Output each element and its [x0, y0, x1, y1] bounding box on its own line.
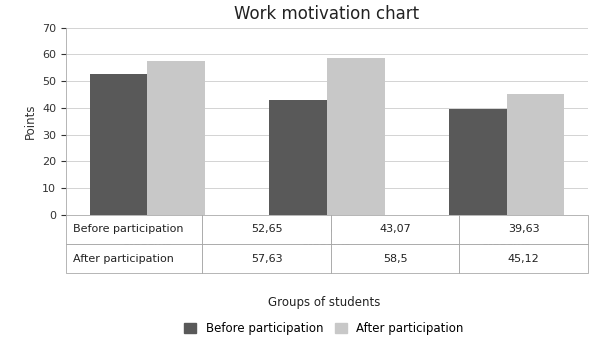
- Y-axis label: Points: Points: [23, 103, 37, 139]
- Bar: [90, 74, 147, 215]
- Text: Groups of students: Groups of students: [268, 296, 380, 309]
- Bar: [269, 100, 327, 215]
- Bar: [507, 94, 564, 215]
- Bar: [327, 58, 385, 215]
- Legend: Before participation, After participation: Before participation, After participatio…: [179, 318, 469, 340]
- Title: Work motivation chart: Work motivation chart: [235, 5, 419, 23]
- Bar: [449, 109, 507, 215]
- Bar: [147, 61, 205, 215]
